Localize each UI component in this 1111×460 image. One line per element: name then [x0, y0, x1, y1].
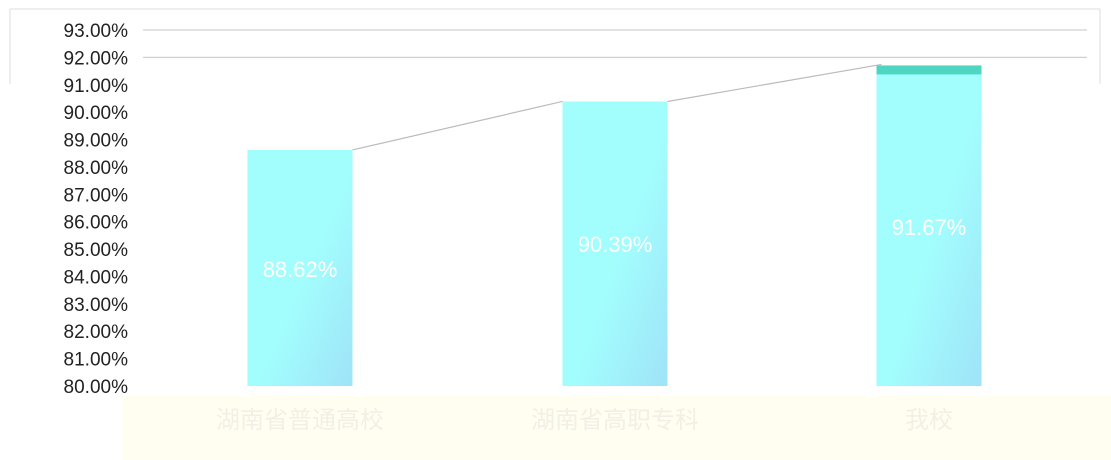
- y-tick-label: 92.00%: [64, 48, 129, 69]
- data-label: 90.39%: [578, 232, 653, 257]
- y-tick-label: 83.00%: [64, 295, 129, 316]
- trend-connector: [352, 63, 882, 151]
- y-tick-label: 89.00%: [64, 131, 129, 152]
- y-tick-label: 81.00%: [64, 350, 129, 371]
- y-tick-label: 86.00%: [64, 213, 129, 234]
- category-axis-band: [122, 396, 1111, 460]
- y-tick-label: 85.00%: [64, 240, 129, 261]
- data-label: 91.67%: [892, 215, 967, 240]
- y-tick-label: 80.00%: [64, 377, 129, 398]
- y-tick-label: 88.00%: [64, 158, 129, 179]
- category-label: 我校: [905, 407, 953, 434]
- y-tick-label: 93.00%: [64, 21, 129, 42]
- y-tick-label: 91.00%: [64, 76, 129, 97]
- y-tick-label: 84.00%: [64, 267, 129, 288]
- y-tick-label: 87.00%: [64, 185, 129, 206]
- category-label: 湖南省普通高校: [216, 407, 384, 434]
- y-tick-label: 82.00%: [64, 322, 129, 343]
- y-tick-label: 90.00%: [64, 103, 129, 124]
- bar-2: [876, 66, 982, 386]
- bar-0: [247, 149, 353, 386]
- bar-1: [562, 101, 668, 386]
- bar-highlight: [876, 65, 982, 75]
- category-label: 湖南省高职专科: [531, 407, 699, 434]
- data-label: 88.62%: [263, 257, 338, 282]
